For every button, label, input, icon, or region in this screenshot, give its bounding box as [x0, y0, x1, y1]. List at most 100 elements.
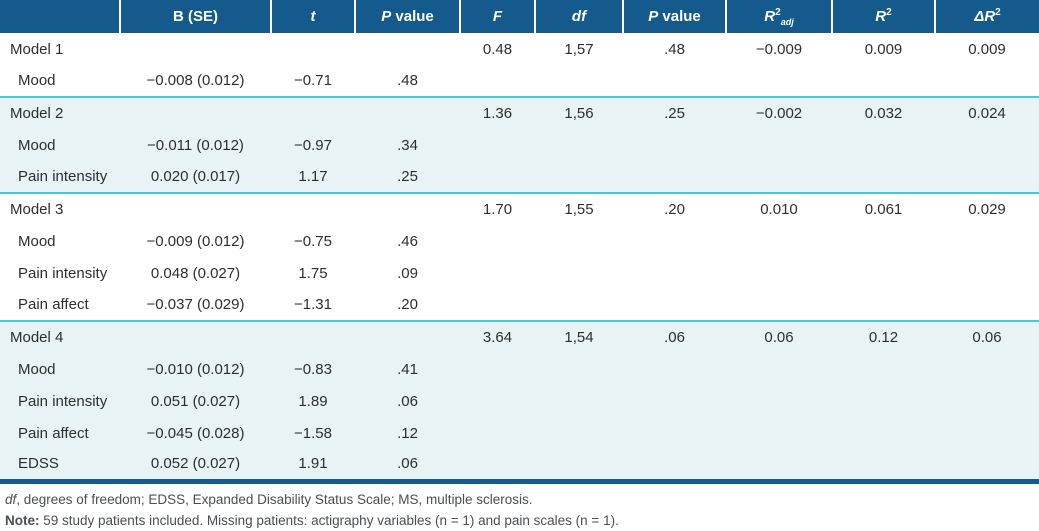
table-cell: 1.36	[460, 96, 535, 129]
table-cell	[832, 161, 935, 193]
table-cell	[120, 320, 271, 353]
table-cell	[726, 161, 832, 193]
table-cell: 1.75	[298, 264, 328, 282]
table-cell: 0.032	[832, 96, 935, 129]
table-cell	[460, 129, 535, 161]
col-header-r2: R2	[831, 0, 935, 33]
table-cell	[832, 385, 935, 417]
table-cell	[832, 257, 935, 289]
table-cell	[935, 353, 1039, 385]
table-cell: 3.64	[460, 320, 535, 353]
table-cell	[623, 385, 726, 417]
table-cell: 0.48	[482, 40, 513, 58]
table-cell	[271, 320, 355, 353]
table-cell: −0.002	[726, 96, 832, 129]
row-label: Pain intensity	[18, 264, 108, 282]
row-label: Model 3	[0, 192, 120, 225]
table-cell: 0.029	[935, 192, 1039, 225]
table-cell	[355, 192, 460, 225]
table-cell: .20	[623, 192, 726, 225]
table-cell: −0.71	[294, 72, 332, 89]
row-label: Model 2	[0, 96, 120, 129]
table-row: Model 1 0.48 1,57 .48 −0.009 0.009 0.009	[0, 33, 1039, 65]
table-cell	[120, 96, 271, 129]
table-cell: −1.31	[294, 296, 332, 313]
table-cell: .46	[397, 232, 418, 250]
sample-note: Note: 59 study patients included. Missin…	[5, 512, 619, 528]
col-header-t: t	[270, 0, 355, 33]
table-cell	[120, 33, 271, 65]
table-cell: −0.037 (0.029)	[146, 296, 245, 313]
table-cell: −0.009	[755, 40, 803, 58]
table-cell: 0.048 (0.027)	[150, 264, 241, 282]
table-cell: 0.009	[864, 40, 903, 58]
table-cell: 1,57	[564, 40, 594, 58]
table-cell	[460, 65, 535, 97]
table-cell: −0.75	[294, 232, 332, 250]
table-cell: 0.020 (0.017)	[120, 161, 271, 193]
table-cell	[535, 225, 623, 257]
col-header-p-value-2: P value	[622, 0, 726, 33]
table-cell	[623, 449, 726, 484]
table-row: Model 4 3.64 1,54.06 0.06 0.12 0.06	[0, 320, 1039, 353]
table-cell: .34	[355, 129, 460, 161]
table-cell: −0.83	[271, 353, 355, 385]
table-cell	[460, 257, 535, 289]
table-cell: 0.024	[935, 96, 1039, 129]
col-header-delta-r2: ΔR2	[934, 0, 1039, 33]
row-label: Pain intensity	[0, 385, 120, 417]
table-cell	[623, 289, 726, 321]
col-header-df: df	[534, 0, 623, 33]
table-cell	[535, 65, 623, 97]
table-cell: 0.061	[832, 192, 935, 225]
table-cell	[935, 385, 1039, 417]
table-cell: .06	[355, 385, 460, 417]
table-cell: .20	[397, 296, 418, 313]
table-footnotes: df, degrees of freedom; EDSS, Expanded D…	[0, 484, 1039, 531]
row-label: Mood	[0, 353, 120, 385]
table-cell: −1.58	[271, 417, 355, 449]
table-cell	[623, 225, 726, 257]
row-label: Mood	[18, 72, 56, 89]
row-label: Mood	[18, 232, 56, 250]
table-cell: 0.009	[968, 40, 1006, 58]
table-cell: 0.010	[726, 192, 832, 225]
table-cell: .25	[623, 96, 726, 129]
table-cell	[460, 225, 535, 257]
table-cell: −0.008 (0.012)	[146, 72, 245, 89]
table-cell	[535, 417, 623, 449]
table-cell	[935, 161, 1039, 193]
table-cell: −0.97	[271, 129, 355, 161]
table-cell	[535, 129, 623, 161]
table-cell	[535, 257, 623, 289]
table-cell	[832, 129, 935, 161]
table-cell	[623, 257, 726, 289]
row-label: Pain affect	[0, 417, 120, 449]
table-cell: .06	[355, 449, 460, 484]
table-cell	[832, 353, 935, 385]
table-cell	[535, 449, 623, 484]
table-cell	[535, 161, 623, 193]
table-cell	[726, 289, 832, 321]
table-cell	[271, 96, 355, 129]
table-cell	[460, 417, 535, 449]
table-cell: −0.009 (0.012)	[146, 232, 245, 250]
table-cell: 1.70	[460, 192, 535, 225]
table-cell	[535, 385, 623, 417]
table-cell: 1.17	[271, 161, 355, 193]
table-cell	[726, 65, 832, 97]
table-cell	[726, 449, 832, 484]
table-cell	[460, 353, 535, 385]
row-label: Pain intensity	[0, 161, 120, 193]
table-row: Mood −0.009 (0.012) −0.75 .46	[0, 225, 1039, 257]
table-row: Mood −0.010 (0.012) −0.83.41	[0, 353, 1039, 385]
table-row: Model 2 1.36 1,56.25 −0.002 0.032 0.024	[0, 96, 1039, 129]
col-header-empty	[0, 0, 120, 33]
table-cell: 1,56	[535, 96, 623, 129]
table-row: Pain affect −0.037 (0.029) −1.31 .20	[0, 289, 1039, 321]
row-label: Model 4	[0, 320, 120, 353]
table-cell	[832, 65, 935, 97]
table-cell	[355, 96, 460, 129]
